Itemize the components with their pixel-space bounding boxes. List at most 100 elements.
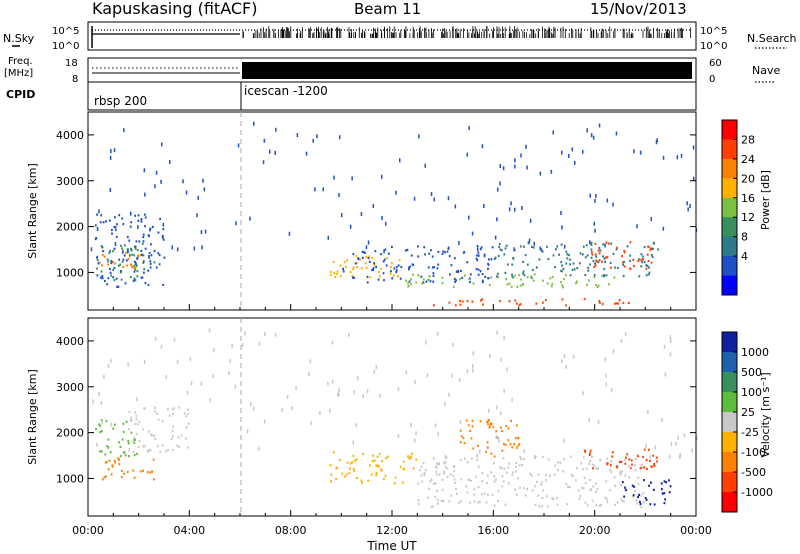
- scatter-cell: [568, 253, 570, 257]
- scatter-cell: [465, 485, 468, 488]
- scatter-cell: [450, 264, 453, 267]
- scatter-outlier: [565, 364, 567, 369]
- scatter-cell: [158, 263, 161, 266]
- scatter-outlier: [381, 216, 383, 220]
- scatter-cell: [646, 253, 649, 256]
- scatter-cell: [541, 496, 544, 499]
- scatter-cell: [452, 285, 455, 288]
- scatter-outlier: [466, 369, 469, 374]
- scatter-cell: [142, 233, 145, 236]
- scatter-outlier: [692, 145, 695, 150]
- scatter-cell: [168, 414, 171, 417]
- scatter-cell: [124, 454, 127, 457]
- time-tick-label: 12:00: [376, 524, 408, 537]
- scatter-cell: [103, 476, 106, 479]
- scatter-cell: [593, 274, 596, 277]
- scatter-outlier: [367, 240, 370, 245]
- colorbar-segment: [722, 332, 737, 353]
- colorbar-tick-label: 500: [741, 366, 762, 379]
- scatter-cell: [487, 262, 489, 265]
- scatter-cell: [623, 500, 625, 503]
- scatter-cell: [418, 502, 420, 505]
- scatter-cell: [109, 267, 111, 271]
- scatter-cell: [566, 253, 569, 256]
- colorbar-segment: [722, 158, 737, 179]
- scatter-cell: [153, 261, 156, 264]
- scatter-cell: [594, 283, 597, 287]
- scatter-cell: [159, 217, 161, 221]
- scatter-cell: [113, 279, 116, 282]
- scatter-cell: [487, 423, 489, 426]
- scatter-cell: [395, 270, 398, 274]
- scatter-cell: [172, 412, 174, 416]
- scatter-cell: [565, 304, 567, 307]
- scatter-outlier: [499, 411, 502, 416]
- scatter-outlier: [636, 224, 638, 229]
- scatter-cell: [121, 247, 123, 250]
- scatter-cell: [641, 261, 644, 264]
- scatter-cell: [123, 451, 126, 454]
- scatter-cell: [142, 469, 144, 472]
- scatter-cell: [480, 246, 483, 249]
- scatter-cell: [94, 238, 97, 241]
- scatter-outlier: [137, 225, 139, 230]
- scatter-outlier: [503, 388, 505, 393]
- date-label: 15/Nov/2013: [590, 0, 687, 18]
- scatter-cell: [526, 276, 529, 279]
- scatter-outlier: [458, 377, 461, 382]
- scatter-cell: [135, 418, 138, 421]
- scatter-cell: [556, 245, 559, 248]
- time-tick-label: 16:00: [477, 524, 509, 537]
- scatter-outlier: [397, 386, 400, 391]
- scatter-cell: [616, 266, 619, 269]
- scatter-cell: [128, 455, 130, 458]
- scatter-cell: [436, 499, 439, 502]
- scatter-cell: [524, 494, 527, 497]
- scatter-cell: [625, 456, 627, 459]
- scatter-cell: [663, 480, 666, 483]
- scatter-cell: [372, 267, 375, 270]
- scatter-cell: [650, 481, 652, 484]
- scatter-cell: [576, 467, 578, 470]
- scatter-cell: [354, 262, 357, 265]
- scatter-cell: [150, 243, 152, 246]
- scatter-cell: [125, 420, 128, 423]
- scatter-cell: [137, 254, 139, 257]
- scatter-cell: [511, 263, 514, 266]
- scatter-cell: [530, 275, 533, 278]
- scatter-cell: [514, 299, 517, 302]
- colorbar-tick-label: 8: [741, 231, 748, 244]
- scatter-outlier: [426, 373, 429, 378]
- scatter-outlier: [677, 435, 679, 440]
- scatter-cell: [595, 482, 597, 485]
- scatter-cell: [578, 489, 580, 492]
- scatter-cell: [149, 227, 152, 230]
- scatter-outlier: [670, 441, 673, 446]
- scatter-cell: [504, 247, 507, 250]
- scatter-cell: [162, 228, 165, 231]
- scatter-cell: [519, 245, 522, 248]
- scatter-cell: [519, 303, 522, 306]
- scatter-outlier: [434, 423, 437, 428]
- scatter-outlier: [472, 364, 474, 369]
- scatter-cell: [656, 460, 658, 463]
- scatter-cell: [479, 270, 482, 273]
- scatter-cell: [382, 260, 385, 263]
- scatter-cell: [541, 250, 544, 253]
- scatter-cell: [415, 281, 417, 284]
- scatter-cell: [170, 438, 173, 441]
- scatter-outlier: [362, 394, 364, 399]
- scatter-cell: [507, 466, 510, 469]
- scatter-outlier: [459, 420, 462, 425]
- scatter-cell: [494, 478, 497, 481]
- scatter-outlier: [275, 127, 277, 132]
- scatter-cell: [583, 449, 586, 452]
- scatter-cell: [598, 300, 601, 303]
- scatter-cell: [365, 266, 368, 269]
- scatter-cell: [553, 473, 556, 476]
- scatter-cell: [628, 458, 631, 461]
- scatter-cell: [101, 430, 103, 433]
- y-tick-label: 4000: [56, 129, 84, 142]
- scatter-outlier: [472, 351, 474, 356]
- scatter-cell: [552, 497, 555, 500]
